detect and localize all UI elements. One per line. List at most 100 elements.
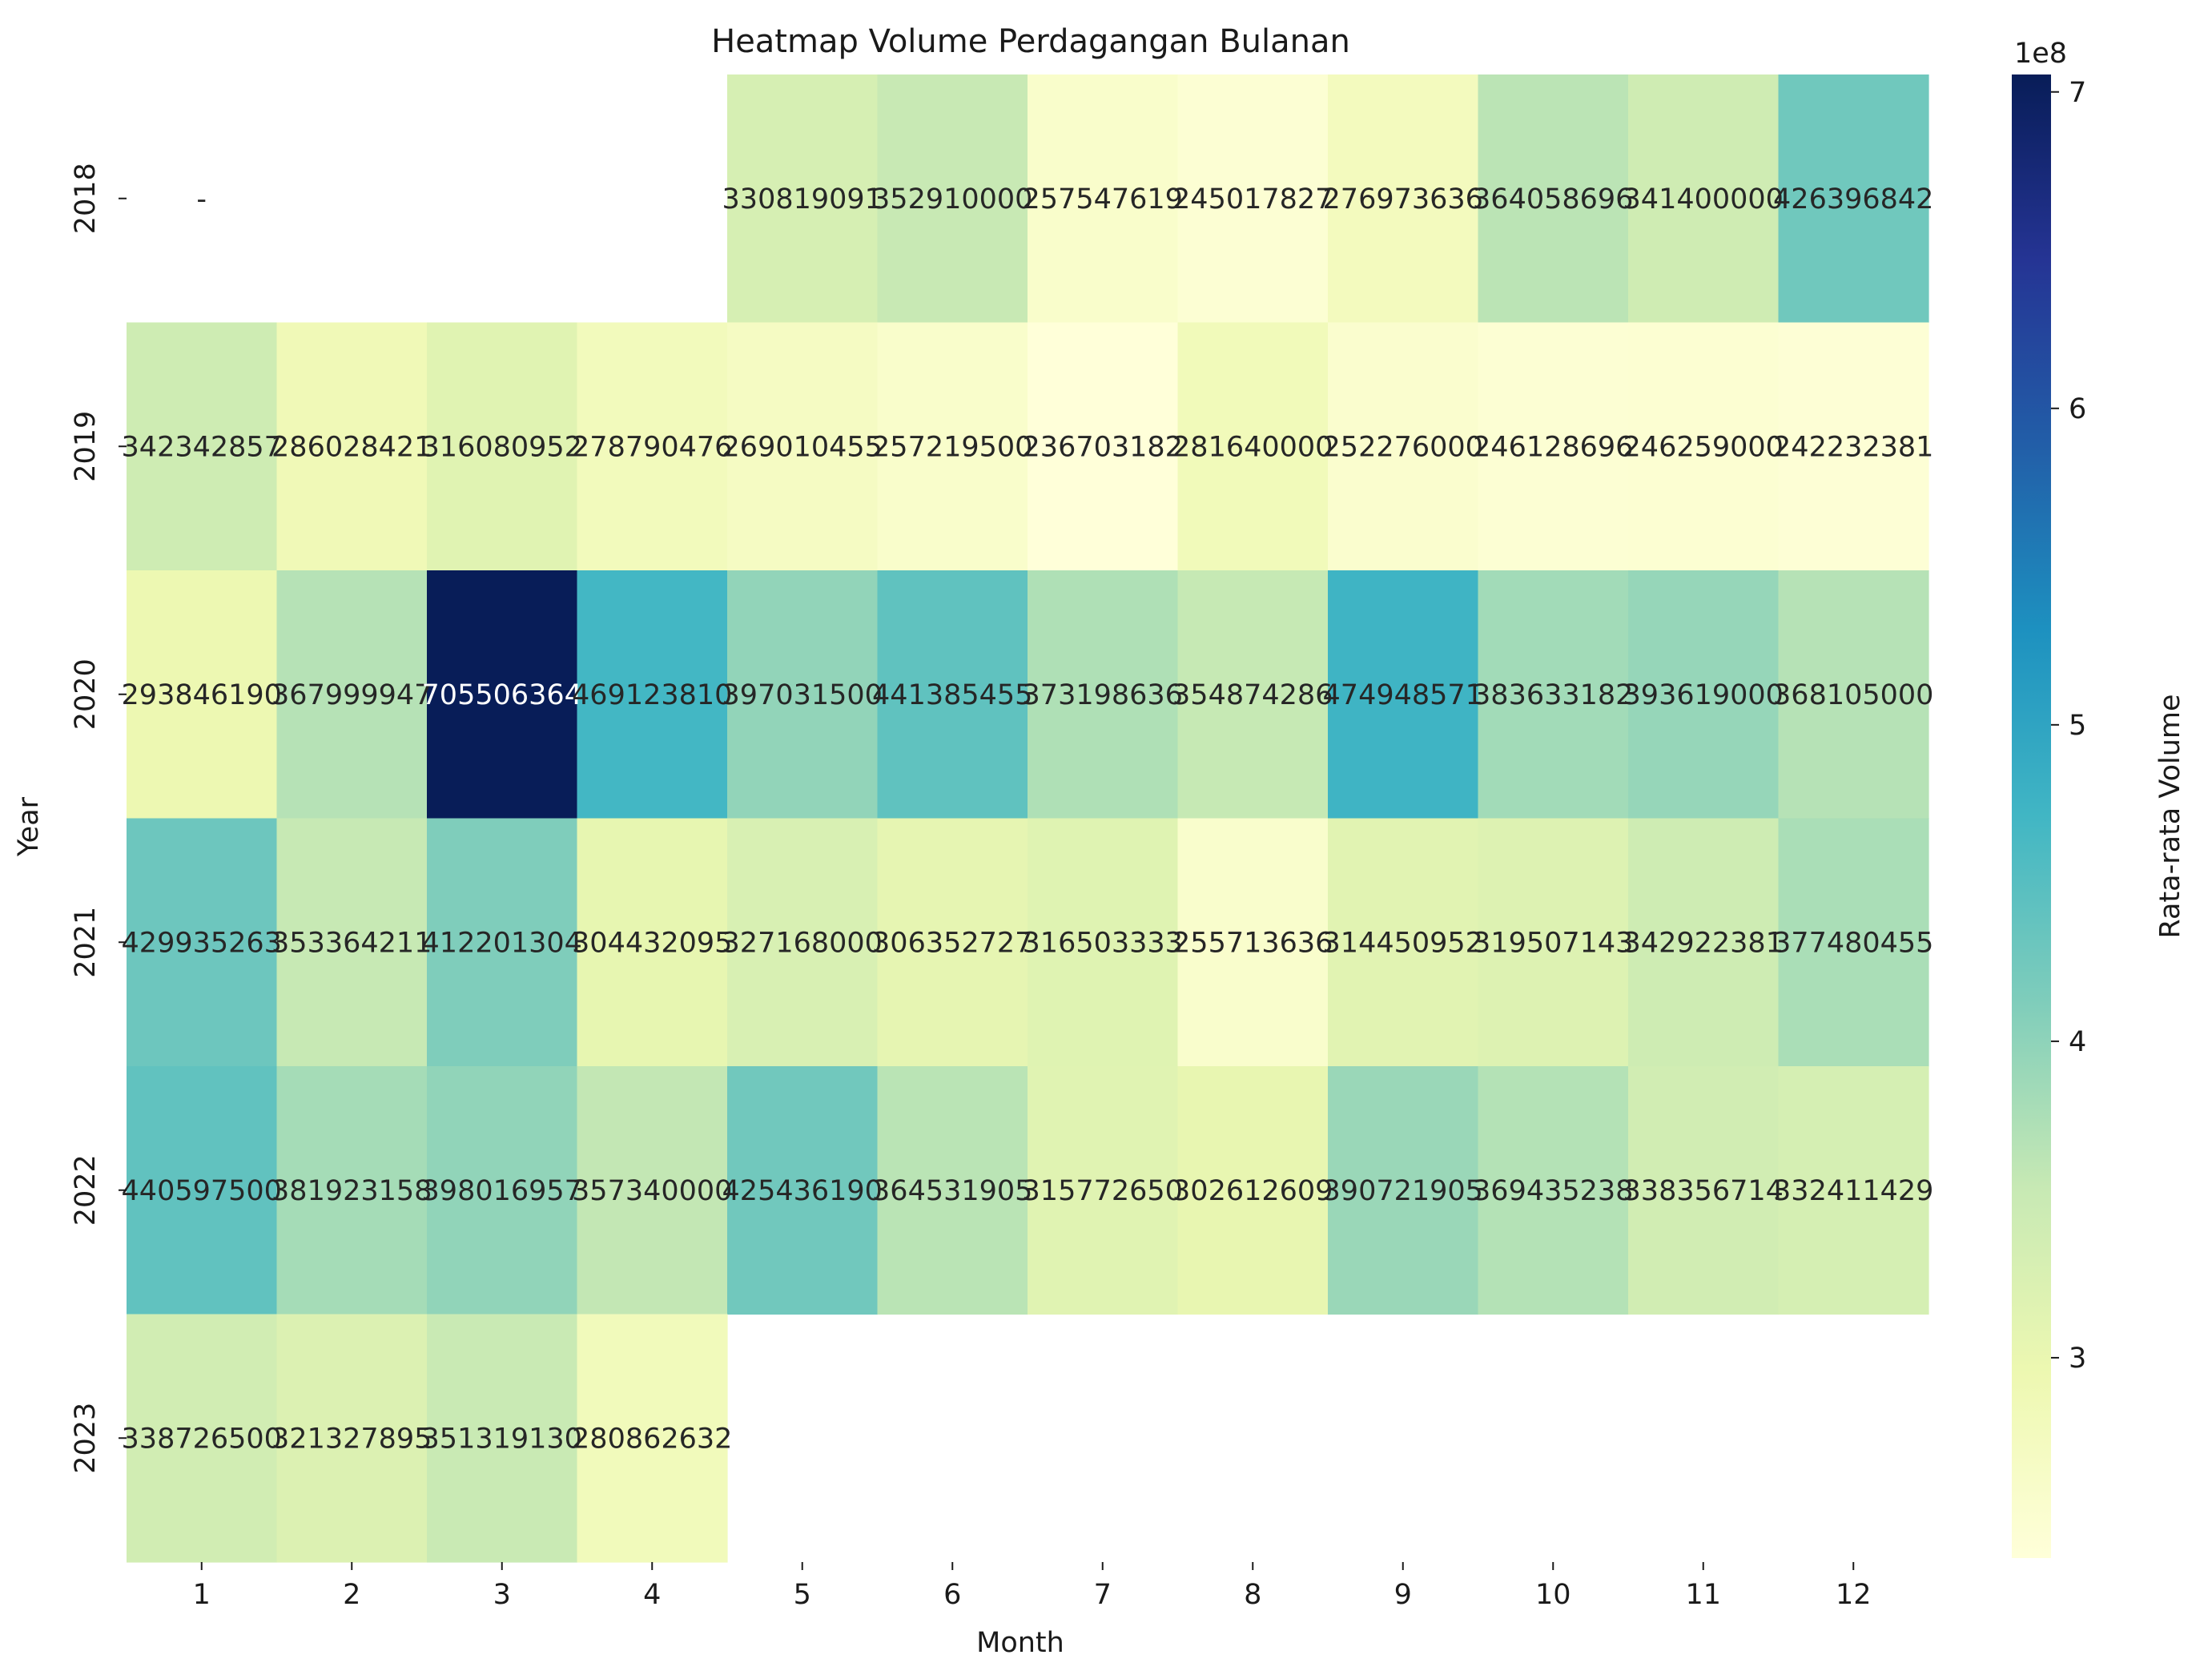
colorbar-tick-label: 3 <box>2069 1343 2086 1375</box>
heatmap-cell <box>1177 1066 1329 1315</box>
colorbar-label: Rata-rata Volume <box>2154 694 2186 938</box>
colorbar-tick-label: 5 <box>2069 710 2086 742</box>
heatmap-cell-label: 269010455 <box>722 431 883 463</box>
x-axis-label: Month <box>976 1627 1064 1659</box>
heatmap-cell <box>1628 322 1780 571</box>
heatmap-cell-label: 338726500 <box>122 1423 282 1455</box>
heatmap-cell-label: 474948571 <box>1323 679 1483 711</box>
heatmap-cell <box>127 1066 278 1315</box>
x-tick-label: 1 <box>193 1579 211 1611</box>
heatmap-cell <box>1478 818 1629 1067</box>
heatmap-cell <box>877 1066 1028 1315</box>
heatmap-cell <box>727 74 879 324</box>
heatmap-cell-label: 352910000 <box>872 183 1032 215</box>
heatmap-cell <box>727 570 879 819</box>
heatmap-cell <box>1478 322 1629 571</box>
heatmap-cell <box>1778 74 1929 324</box>
heatmap-cell-label: 440597500 <box>122 1175 282 1207</box>
x-tick-label: 5 <box>794 1579 811 1611</box>
heatmap-cell <box>1628 1066 1780 1315</box>
heatmap-cell-label: 338356714 <box>1623 1175 1784 1207</box>
heatmap-cell <box>1028 322 1179 571</box>
heatmap-cell-label: 302612609 <box>1172 1175 1333 1207</box>
heatmap-cell-label: 364531905 <box>872 1175 1032 1207</box>
heatmap-cell <box>1028 570 1179 819</box>
heatmap-cell-label: 377480455 <box>1773 927 1933 959</box>
heatmap-cell-label: 330819091 <box>722 183 883 215</box>
heatmap-cell <box>1328 74 1479 324</box>
heatmap-cell <box>1778 322 1929 571</box>
heatmap-cell-label: 705506364 <box>422 679 582 711</box>
x-tick-label: 6 <box>943 1579 961 1611</box>
y-tick-label: 2021 <box>70 907 102 978</box>
heatmap-cell <box>727 818 879 1067</box>
heatmap-cell-label: 252276000 <box>1323 431 1483 463</box>
heatmap-cell-label: 293846190 <box>122 679 282 711</box>
heatmap-cell <box>577 322 728 571</box>
x-tick-label: 11 <box>1685 1579 1721 1611</box>
heatmap-cell <box>727 322 879 571</box>
y-tick-label: 2022 <box>70 1154 102 1226</box>
heatmap-cell-label: 342922381 <box>1623 927 1784 959</box>
heatmap-cell-label: 304432095 <box>572 927 732 959</box>
heatmap-cell-label: 383633182 <box>1473 679 1633 711</box>
heatmap-cell-label: 257219500 <box>872 431 1032 463</box>
heatmap-cell-label: 286028421 <box>271 431 432 463</box>
x-tick-label: 10 <box>1535 1579 1571 1611</box>
heatmap-cell <box>1177 322 1329 571</box>
heatmap-cell <box>1778 1066 1929 1315</box>
heatmap-cell <box>577 818 728 1067</box>
x-tick-label: 12 <box>1836 1579 1872 1611</box>
x-tick-label: 3 <box>493 1579 511 1611</box>
heatmap-cell <box>877 322 1028 571</box>
heatmap-cell-label: 357340000 <box>572 1175 732 1207</box>
heatmap-cell <box>1628 74 1780 324</box>
heatmap-cell-label: 367999947 <box>271 679 432 711</box>
heatmap-cell <box>127 322 278 571</box>
heatmap-cell-label: 351319130 <box>422 1423 582 1455</box>
x-axis-ticks: 1 2 3 4 5 6 7 8 9 10 11 12 <box>193 1562 1872 1611</box>
heatmap-cell <box>427 322 578 571</box>
heatmap-cell-label: 319507143 <box>1473 927 1633 959</box>
heatmap-cell <box>1478 570 1629 819</box>
colorbar-tick-label: 6 <box>2069 393 2086 425</box>
colorbar-tick-label: 4 <box>2069 1026 2086 1058</box>
heatmap-cell <box>1328 818 1479 1067</box>
heatmap-cell <box>877 570 1028 819</box>
heatmap-cell <box>276 322 428 571</box>
heatmap-cell <box>127 1314 278 1563</box>
heatmap-cell-label: 257547619 <box>1023 183 1183 215</box>
y-tick-label: 2020 <box>70 658 102 730</box>
heatmap-cell <box>127 570 278 819</box>
heatmap-cell <box>1478 74 1629 324</box>
heatmap-cell-label: 368105000 <box>1773 679 1933 711</box>
heatmap-cell <box>276 818 428 1067</box>
heatmap-cell <box>1628 818 1780 1067</box>
heatmap-cell <box>1778 570 1929 819</box>
heatmap-cell-label: 276973636 <box>1323 183 1483 215</box>
heatmap-cell <box>1328 570 1479 819</box>
heatmap-cell-label: 429935263 <box>122 927 282 959</box>
chart-title: Heatmap Volume Perdagangan Bulanan <box>711 23 1350 60</box>
heatmap-cell-label: 341400000 <box>1623 183 1784 215</box>
heatmap-cell-labels: - 330819091352910000257547619245017827276… <box>122 183 1934 1456</box>
heatmap-cell <box>1778 818 1929 1067</box>
heatmap-cell <box>877 818 1028 1067</box>
heatmap-cell <box>1028 818 1179 1067</box>
x-tick-label: 7 <box>1094 1579 1112 1611</box>
colorbar-gradient <box>2012 74 2051 1558</box>
heatmap-cell-label: 393619000 <box>1623 679 1784 711</box>
heatmap-cell-label: 342342857 <box>122 431 282 463</box>
heatmap-cells <box>127 74 1929 1563</box>
heatmap-cell-label: 255713636 <box>1172 927 1333 959</box>
heatmap-cell-label: 425436190 <box>722 1175 883 1207</box>
heatmap-cell-label: 364058696 <box>1473 183 1633 215</box>
heatmap-cell-label: 315772650 <box>1023 1175 1183 1207</box>
x-tick-label: 8 <box>1244 1579 1261 1611</box>
heatmap-cell <box>427 1314 578 1563</box>
y-tick-label: 2023 <box>70 1403 102 1474</box>
heatmap-cell-label: 306352727 <box>872 927 1032 959</box>
colorbar-multiplier: 1e8 <box>2014 38 2067 70</box>
heatmap-cell-label: 242232381 <box>1773 431 1933 463</box>
